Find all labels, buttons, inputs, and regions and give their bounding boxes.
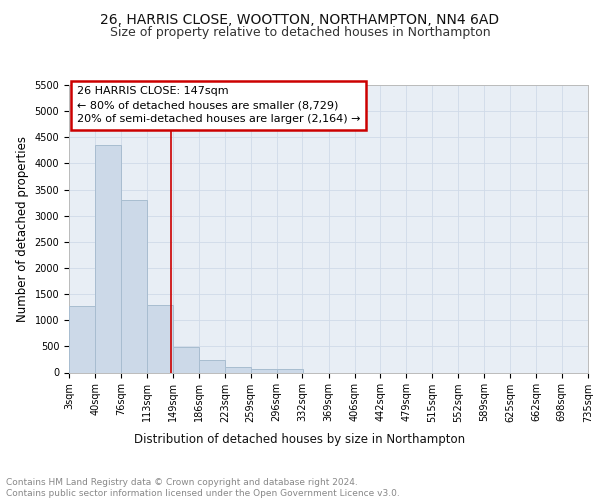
Bar (173, 348, 199, 372)
Bar (95, 145, 121, 372)
Text: 26 HARRIS CLOSE: 147sqm
← 80% of detached houses are smaller (8,729)
20% of semi: 26 HARRIS CLOSE: 147sqm ← 80% of detache… (77, 86, 360, 124)
Bar (121, 200, 147, 372)
Bar (251, 368, 277, 372)
Bar (277, 370, 303, 372)
Text: Size of property relative to detached houses in Northampton: Size of property relative to detached ho… (110, 26, 490, 39)
Y-axis label: Number of detached properties: Number of detached properties (16, 136, 29, 322)
Text: Contains HM Land Registry data © Crown copyright and database right 2024.
Contai: Contains HM Land Registry data © Crown c… (6, 478, 400, 498)
Bar (69, 306, 95, 372)
Text: 26, HARRIS CLOSE, WOOTTON, NORTHAMPTON, NN4 6AD: 26, HARRIS CLOSE, WOOTTON, NORTHAMPTON, … (100, 12, 500, 26)
Text: Distribution of detached houses by size in Northampton: Distribution of detached houses by size … (134, 432, 466, 446)
Bar (199, 360, 225, 372)
Bar (147, 304, 173, 372)
Bar (225, 368, 251, 372)
